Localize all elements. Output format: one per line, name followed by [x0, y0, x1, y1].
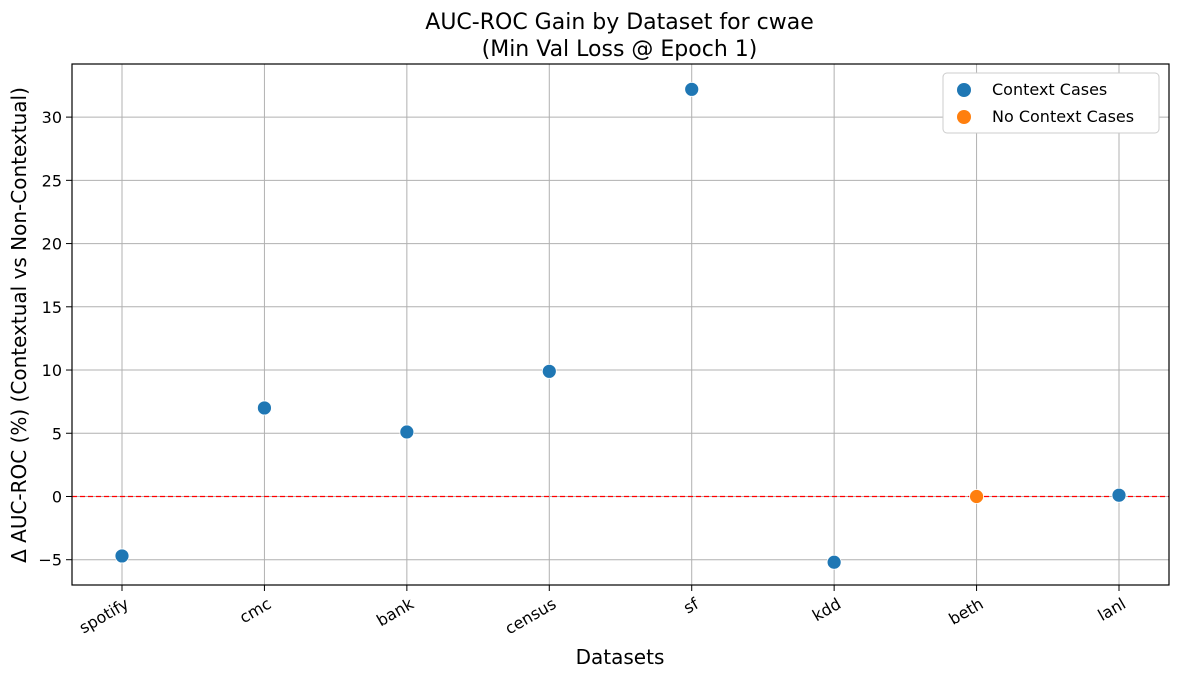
y-tick-label: −5 — [38, 551, 62, 570]
legend-marker-no-context — [957, 110, 971, 124]
y-tick-label: 10 — [42, 361, 62, 380]
data-points — [114, 81, 1127, 570]
data-point-cmc — [257, 400, 272, 416]
legend-box — [942, 72, 1160, 134]
legend-label-no-context: No Context Cases — [992, 107, 1134, 126]
data-point-beth — [969, 489, 984, 504]
chart-title-line1: AUC-ROC Gain by Dataset for cwae — [425, 10, 813, 35]
data-point-spotify — [114, 548, 130, 564]
data-point-kdd — [826, 554, 842, 570]
x-tick-label-sf: sf — [680, 594, 702, 618]
y-tick-label: 25 — [42, 171, 62, 190]
y-tick-label: 15 — [42, 298, 62, 317]
legend-label-context: Context Cases — [992, 80, 1107, 99]
x-tick-label-bank: bank — [373, 594, 417, 631]
x-tick-label-spotify: spotify — [76, 594, 132, 637]
x-tick-label-census: census — [502, 594, 560, 638]
legend: Context Cases No Context Cases — [942, 72, 1160, 134]
x-axis-ticks: spotify cmc bank census sf kdd beth lanl — [76, 585, 1129, 638]
chart-title-line2: (Min Val Loss @ Epoch 1) — [482, 37, 758, 62]
y-tick-label: 30 — [42, 108, 62, 127]
data-point-bank — [399, 424, 415, 440]
y-axis-ticks: −5 0 5 10 15 20 25 30 — [38, 108, 72, 570]
y-tick-label: 5 — [52, 424, 62, 443]
x-tick-label-lanl: lanl — [1095, 594, 1129, 625]
y-tick-label: 20 — [42, 235, 62, 254]
y-tick-label: 0 — [52, 487, 62, 506]
x-tick-label-kdd: kdd — [809, 594, 844, 625]
x-tick-label-beth: beth — [946, 594, 987, 629]
x-axis-label: Datasets — [576, 645, 665, 669]
data-point-sf — [684, 81, 700, 97]
legend-marker-context — [957, 83, 971, 97]
data-point-census — [541, 363, 557, 379]
data-point-lanl — [1111, 487, 1127, 503]
x-tick-label-cmc: cmc — [236, 594, 274, 627]
y-axis-label: Δ AUC-ROC (%) (Contextual vs Non-Context… — [7, 87, 31, 563]
grid-lines — [72, 64, 1169, 585]
plot-frame — [71, 63, 1170, 586]
